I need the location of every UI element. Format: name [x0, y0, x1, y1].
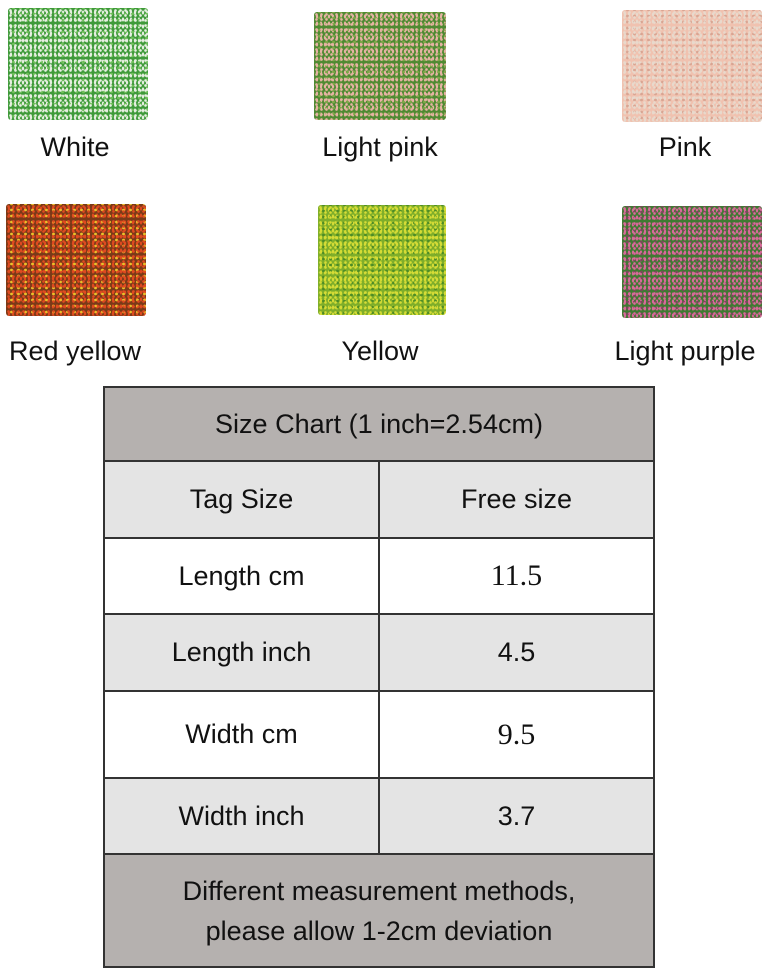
- swatch-label: Light purple: [614, 336, 756, 366]
- table-row: Tag Size Free size: [105, 460, 653, 537]
- swatch-label: Red yellow: [8, 336, 142, 366]
- row-value: 4.5: [378, 615, 653, 690]
- swatch-red-yellow: [6, 204, 146, 316]
- swatch-light-pink: [314, 12, 446, 120]
- swatch-yellow: [318, 205, 446, 315]
- row-value: 11.5: [378, 539, 653, 613]
- table-row: Width inch 3.7: [105, 777, 653, 853]
- swatch-pink: [622, 10, 762, 122]
- swatch-label: Yellow: [341, 336, 419, 366]
- row-value: 9.5: [378, 692, 653, 777]
- note-line-2: please allow 1-2cm deviation: [205, 915, 553, 946]
- row-value: 3.7: [378, 779, 653, 853]
- row-label: Length cm: [178, 560, 305, 591]
- table-row: Length inch 4.5: [105, 613, 653, 690]
- size-chart-title: Size Chart (1 inch=2.54cm): [215, 408, 543, 439]
- swatch-white: [8, 8, 148, 120]
- table-row: Width cm 9.5: [105, 690, 653, 777]
- row-label: Tag Size: [189, 484, 294, 514]
- swatch-label: Light pink: [322, 132, 438, 162]
- row-label: Length inch: [171, 637, 312, 667]
- size-chart-note: Different measurement methods, please al…: [105, 853, 653, 966]
- swatch-light-purple: [622, 206, 762, 318]
- size-chart-title-row: Size Chart (1 inch=2.54cm): [105, 388, 653, 460]
- row-value: Free size: [378, 462, 653, 537]
- swatch-label: Pink: [658, 132, 712, 162]
- swatch-label: White: [40, 132, 110, 162]
- note-line-1: Different measurement methods,: [182, 875, 576, 906]
- size-chart-table: Size Chart (1 inch=2.54cm) Tag Size Free…: [103, 386, 655, 968]
- table-row: Length cm 11.5: [105, 537, 653, 613]
- row-label: Width cm: [185, 719, 298, 749]
- row-label: Width inch: [178, 800, 305, 831]
